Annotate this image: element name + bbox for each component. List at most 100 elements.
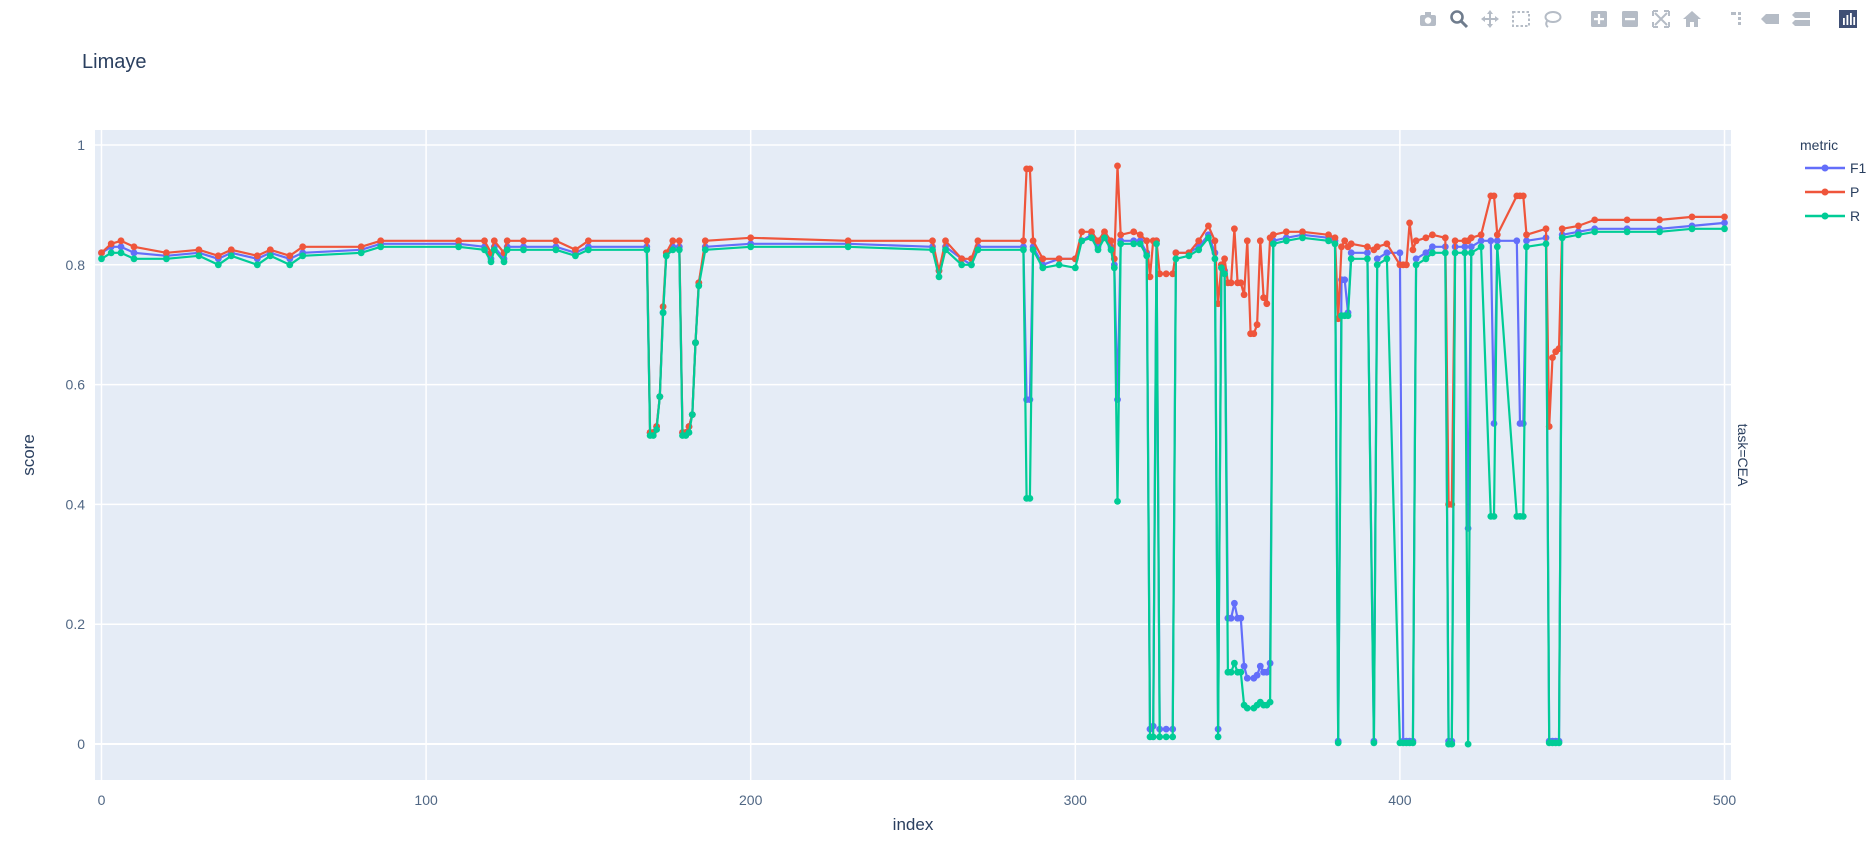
data-point-R[interactable] bbox=[585, 246, 592, 254]
data-point-R[interactable] bbox=[1156, 733, 1164, 741]
data-point-R[interactable] bbox=[1114, 498, 1121, 505]
data-point-R[interactable] bbox=[1575, 231, 1582, 239]
data-point-P[interactable] bbox=[1656, 216, 1663, 224]
data-point-R[interactable] bbox=[1623, 228, 1631, 236]
data-point-P[interactable] bbox=[1211, 237, 1219, 245]
data-point-P[interactable] bbox=[1591, 216, 1599, 224]
legend-item-R[interactable]: R bbox=[1805, 208, 1860, 224]
data-point-P[interactable] bbox=[490, 237, 498, 245]
data-point-P[interactable] bbox=[481, 237, 488, 245]
data-point-R[interactable] bbox=[656, 393, 664, 400]
data-point-R[interactable] bbox=[935, 273, 943, 281]
data-point-P[interactable] bbox=[1205, 222, 1212, 230]
data-point-R[interactable] bbox=[1094, 246, 1102, 254]
data-point-R[interactable] bbox=[1542, 240, 1550, 248]
data-point-P[interactable] bbox=[1227, 279, 1235, 287]
autoscale-button[interactable] bbox=[1648, 6, 1673, 31]
data-point-P[interactable] bbox=[503, 237, 511, 245]
data-point-R[interactable] bbox=[653, 426, 660, 433]
data-point-F1[interactable] bbox=[1513, 237, 1521, 245]
data-point-P[interactable] bbox=[1542, 225, 1550, 233]
data-point-P[interactable] bbox=[1688, 213, 1696, 221]
data-point-P[interactable] bbox=[552, 237, 560, 245]
data-point-P[interactable] bbox=[1039, 255, 1047, 263]
data-point-P[interactable] bbox=[1256, 237, 1264, 245]
data-point-P[interactable] bbox=[1026, 165, 1034, 173]
data-point-P[interactable] bbox=[1325, 231, 1332, 239]
data-point-P[interactable] bbox=[1451, 237, 1459, 245]
hover-compare-button[interactable] bbox=[1788, 6, 1813, 31]
data-point-P[interactable] bbox=[1214, 300, 1222, 308]
data-point-R[interactable] bbox=[1370, 739, 1378, 747]
data-point-P[interactable] bbox=[1282, 228, 1290, 236]
data-point-P[interactable] bbox=[299, 243, 307, 251]
data-point-P[interactable] bbox=[1269, 231, 1277, 239]
data-point-F1[interactable] bbox=[1256, 662, 1264, 670]
data-point-P[interactable] bbox=[1490, 192, 1498, 200]
data-point-R[interactable] bbox=[1172, 255, 1180, 263]
data-point-F1[interactable] bbox=[1162, 725, 1170, 733]
zoom-out-button[interactable] bbox=[1617, 6, 1642, 31]
data-point-R[interactable] bbox=[227, 252, 235, 260]
data-point-R[interactable] bbox=[1467, 249, 1475, 257]
data-point-R[interactable] bbox=[1451, 249, 1459, 257]
data-point-R[interactable] bbox=[1448, 740, 1456, 748]
data-point-P[interactable] bbox=[1364, 243, 1371, 251]
data-point-R[interactable] bbox=[1039, 264, 1047, 272]
data-point-P[interactable] bbox=[1341, 237, 1349, 245]
data-point-P[interactable] bbox=[1441, 234, 1449, 242]
data-point-R[interactable] bbox=[1429, 249, 1436, 257]
data-point-P[interactable] bbox=[1412, 237, 1420, 245]
data-point-R[interactable] bbox=[572, 252, 579, 260]
data-point-F1[interactable] bbox=[1373, 255, 1381, 263]
data-point-F1[interactable] bbox=[1231, 599, 1238, 607]
data-point-P[interactable] bbox=[1558, 225, 1566, 233]
data-point-P[interactable] bbox=[1020, 237, 1027, 245]
data-point-R[interactable] bbox=[1071, 264, 1079, 272]
data-point-R[interactable] bbox=[1383, 255, 1391, 263]
data-point-R[interactable] bbox=[1282, 237, 1290, 245]
data-point-F1[interactable] bbox=[1341, 276, 1349, 284]
data-point-P[interactable] bbox=[266, 246, 274, 254]
data-point-P[interactable] bbox=[701, 237, 709, 245]
data-point-P[interactable] bbox=[1078, 228, 1086, 236]
data-point-F1[interactable] bbox=[1422, 249, 1430, 257]
legend-item-P[interactable]: P bbox=[1805, 184, 1859, 200]
data-point-P[interactable] bbox=[643, 237, 651, 245]
data-point-P[interactable] bbox=[1237, 279, 1245, 287]
data-point-P[interactable] bbox=[1467, 234, 1475, 242]
data-point-P[interactable] bbox=[1523, 231, 1530, 239]
data-point-R[interactable] bbox=[1243, 704, 1251, 712]
data-point-R[interactable] bbox=[1231, 659, 1238, 667]
data-point-R[interactable] bbox=[117, 249, 125, 257]
data-point-P[interactable] bbox=[1422, 234, 1430, 242]
data-point-P[interactable] bbox=[1347, 240, 1355, 248]
data-point-P[interactable] bbox=[958, 255, 966, 263]
data-point-P[interactable] bbox=[1519, 192, 1527, 200]
data-point-F1[interactable] bbox=[1240, 662, 1248, 670]
data-point-P[interactable] bbox=[227, 246, 235, 254]
data-point-R[interactable] bbox=[1029, 246, 1037, 254]
data-point-R[interactable] bbox=[1026, 495, 1034, 502]
data-point-R[interactable] bbox=[1169, 733, 1177, 741]
data-point-R[interactable] bbox=[1143, 252, 1151, 260]
data-point-R[interactable] bbox=[98, 255, 105, 263]
data-point-R[interactable] bbox=[1519, 513, 1527, 520]
data-point-R[interactable] bbox=[1464, 740, 1472, 748]
data-point-R[interactable] bbox=[974, 246, 982, 254]
data-point-R[interactable] bbox=[1422, 255, 1430, 263]
data-point-R[interactable] bbox=[214, 261, 222, 269]
data-point-P[interactable] bbox=[98, 249, 105, 257]
data-point-R[interactable] bbox=[1493, 243, 1501, 251]
data-point-P[interactable] bbox=[1338, 243, 1345, 251]
data-point-F1[interactable] bbox=[1461, 243, 1469, 251]
data-point-F1[interactable] bbox=[1477, 237, 1485, 245]
legend-item-F1[interactable]: F1 bbox=[1805, 160, 1867, 176]
data-point-P[interactable] bbox=[585, 237, 592, 245]
data-point-R[interactable] bbox=[1149, 733, 1157, 741]
home-button[interactable] bbox=[1679, 6, 1704, 31]
data-point-R[interactable] bbox=[1373, 261, 1381, 269]
data-point-F1[interactable] bbox=[1493, 237, 1501, 245]
data-point-R[interactable] bbox=[455, 243, 462, 251]
data-point-P[interactable] bbox=[1403, 261, 1410, 269]
